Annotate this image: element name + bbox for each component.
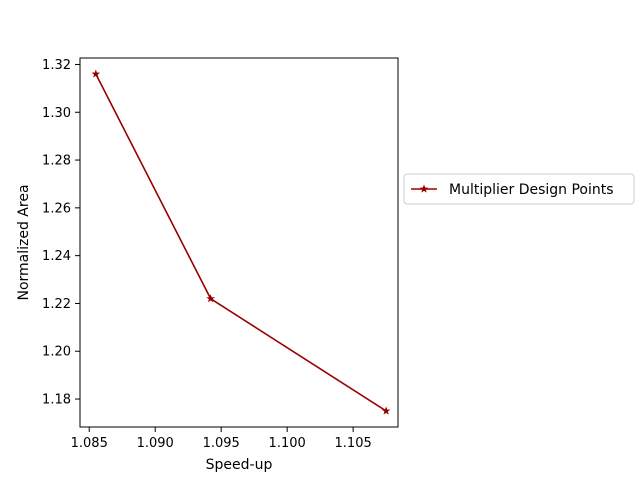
plot-frame [79,57,399,428]
plot-area [80,58,398,427]
y-axis-ticks: 1.18 1.20 1.22 1.24 1.26 1.28 1.30 1.32 [42,58,80,408]
y-tick-label: 1.18 [42,393,71,408]
x-axis-label: Speed-up [206,457,273,473]
y-tick-label: 1.32 [42,58,71,73]
data-point-marker [91,69,101,78]
legend-entry-label: Multiplier Design Points [449,182,614,198]
y-tick-label: 1.24 [42,249,71,264]
y-tick-label: 1.30 [42,106,71,121]
y-axis-label: Normalized Area [16,184,32,300]
legend: Multiplier Design Points [403,173,635,205]
x-tick-label: 1.105 [335,436,372,451]
x-axis-ticks: 1.085 1.090 1.095 1.100 1.105 [71,427,372,451]
legend-box [403,173,635,205]
x-tick-label: 1.090 [137,436,174,451]
x-tick-label: 1.100 [269,436,306,451]
x-tick-label: 1.085 [71,436,108,451]
chart-marks [91,69,391,415]
y-tick-label: 1.28 [42,154,71,169]
data-point-marker [206,294,215,303]
data-point-marker [381,406,391,415]
y-tick-label: 1.22 [42,297,71,312]
y-tick-label: 1.26 [42,201,71,216]
legend-marker-star [419,184,429,193]
y-tick-label: 1.20 [42,345,71,360]
x-tick-label: 1.095 [203,436,240,451]
